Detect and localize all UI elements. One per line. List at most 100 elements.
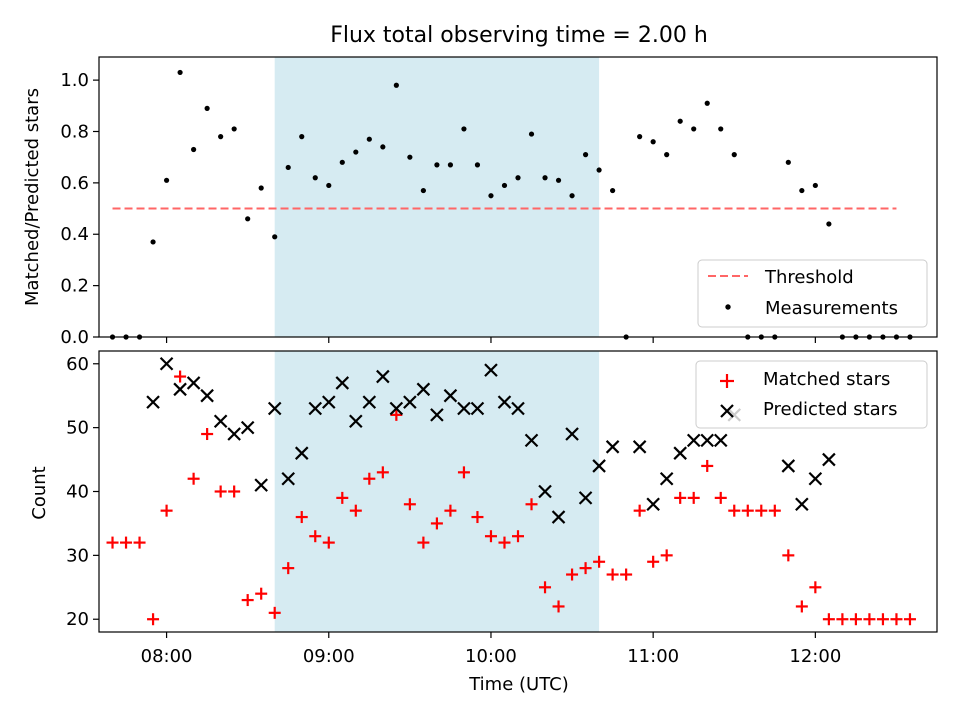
y-tick-label: 20 (66, 609, 89, 630)
predicted-stars-point (389, 401, 404, 416)
matched-stars-point (836, 613, 849, 626)
matched-stars-point (620, 568, 633, 581)
predicted-stars-point (686, 433, 701, 448)
bottom-shaded-interval-layer (274, 351, 600, 632)
observing-window-shade (274, 351, 600, 632)
matched-stars-point (795, 600, 808, 613)
measurement-point (393, 82, 399, 88)
predicted-stars-point (673, 446, 687, 460)
matched-stars-point (255, 587, 268, 600)
matched-stars-point (444, 504, 457, 517)
bottom-panel: 20 30 40 50 60 08:00 09:00 10:00 11:00 12:00 Cou… (29, 350, 938, 695)
predicted-stars-point (308, 401, 323, 416)
matched-stars-point (660, 549, 673, 562)
measurement-point (785, 159, 791, 165)
matched-stars-point (890, 613, 903, 626)
bottom-y-axis-label: Count (29, 466, 50, 519)
x-tick-label: 09:00 (303, 646, 355, 667)
measurement-point (191, 146, 197, 153)
measurement-point (731, 152, 737, 158)
chart-title: Flux total observing time = 2.00 h (330, 23, 708, 48)
y-tick-label: 0.6 (60, 173, 89, 194)
predicted-stars-point (713, 433, 728, 448)
measurement-point (555, 177, 562, 183)
matched-stars-point (390, 408, 403, 421)
predicted-stars-point (186, 376, 201, 390)
predicted-stars-point (457, 401, 471, 416)
matched-stars-point (714, 491, 727, 504)
top-legend-box (697, 259, 928, 328)
matched-stars-point (633, 504, 646, 517)
matched-stars-point (755, 504, 768, 517)
predicted-stars-point (781, 459, 796, 473)
top-axes-frame (98, 56, 938, 338)
predicted-stars-point (335, 376, 350, 390)
matched-stars-point (147, 613, 160, 626)
matched-stars-point (552, 600, 565, 613)
y-tick-label: 0.8 (60, 121, 89, 142)
predicted-stars-point (281, 471, 296, 486)
matched-stars-point (430, 517, 443, 530)
top-y-axis-label: Matched/Predicted stars (22, 88, 43, 306)
legend-threshold-label: Threshold (764, 267, 854, 288)
x-tick-label: 11:00 (627, 646, 679, 667)
measurement-point (826, 221, 832, 227)
measurement-point (596, 167, 602, 173)
measurement-point (461, 126, 467, 132)
predicted-stars-point (146, 395, 160, 409)
matched-stars-point (241, 594, 254, 607)
measurement-point (528, 131, 535, 137)
legend-predicted-swatch (720, 404, 734, 418)
measurement-point (718, 126, 724, 132)
top-legend: Threshold Measurements (697, 259, 928, 328)
matched-stars-point (606, 568, 619, 581)
measurement-point (177, 69, 183, 76)
measurement-point (582, 152, 589, 158)
top-points-layer (109, 69, 913, 340)
y-tick-label: 1.0 (60, 70, 89, 91)
measurement-point (245, 216, 251, 222)
measurement-point (434, 162, 440, 168)
predicted-stars-point (632, 440, 647, 454)
predicted-stars-point (294, 446, 309, 460)
y-tick-label: 40 (66, 482, 89, 503)
legend-matched-label: Matched stars (763, 369, 890, 390)
matched-stars-point (376, 466, 389, 479)
predicted-stars-point (240, 420, 255, 435)
predicted-stars-point (565, 427, 579, 441)
observing-window-shade (274, 57, 600, 337)
matched-stars-point (417, 536, 430, 549)
matched-stars-point (863, 613, 876, 626)
measurement-point (218, 134, 224, 140)
measurement-point (650, 139, 656, 145)
predicted-stars-point (822, 452, 836, 467)
measurement-point (501, 182, 508, 189)
measurement-point (299, 134, 305, 140)
predicted-stars-point (659, 471, 674, 486)
predicted-stars-point (646, 497, 660, 512)
predicted-stars-point (349, 414, 363, 429)
matched-stars-point (349, 504, 362, 517)
predicted-stars-point (551, 510, 566, 524)
predicted-stars-point (605, 440, 620, 454)
top-x-ticks (165, 337, 816, 343)
matched-stars-point (160, 504, 173, 517)
legend-matched-swatch (720, 374, 734, 388)
matched-stars-point (282, 562, 295, 575)
predicted-stars-point (267, 401, 282, 416)
matched-stars-point (566, 568, 579, 581)
predicted-stars-point (403, 395, 417, 409)
x-tick-label: 10:00 (465, 646, 517, 667)
measurement-point (447, 162, 454, 168)
matched-stars-point (309, 530, 322, 543)
predicted-stars-point (173, 382, 187, 397)
predicted-stars-point (578, 491, 593, 505)
matched-stars-point (674, 491, 687, 504)
x-tick-label: 08:00 (141, 646, 193, 667)
predicted-stars-point (321, 395, 336, 409)
matched-stars-point (579, 562, 592, 575)
legend-measurements-swatch (725, 304, 731, 310)
measurement-point (163, 177, 170, 183)
bottom-x-ticks: 08:00 09:00 10:00 11:00 12:00 (141, 632, 841, 667)
measurement-point (542, 175, 548, 181)
